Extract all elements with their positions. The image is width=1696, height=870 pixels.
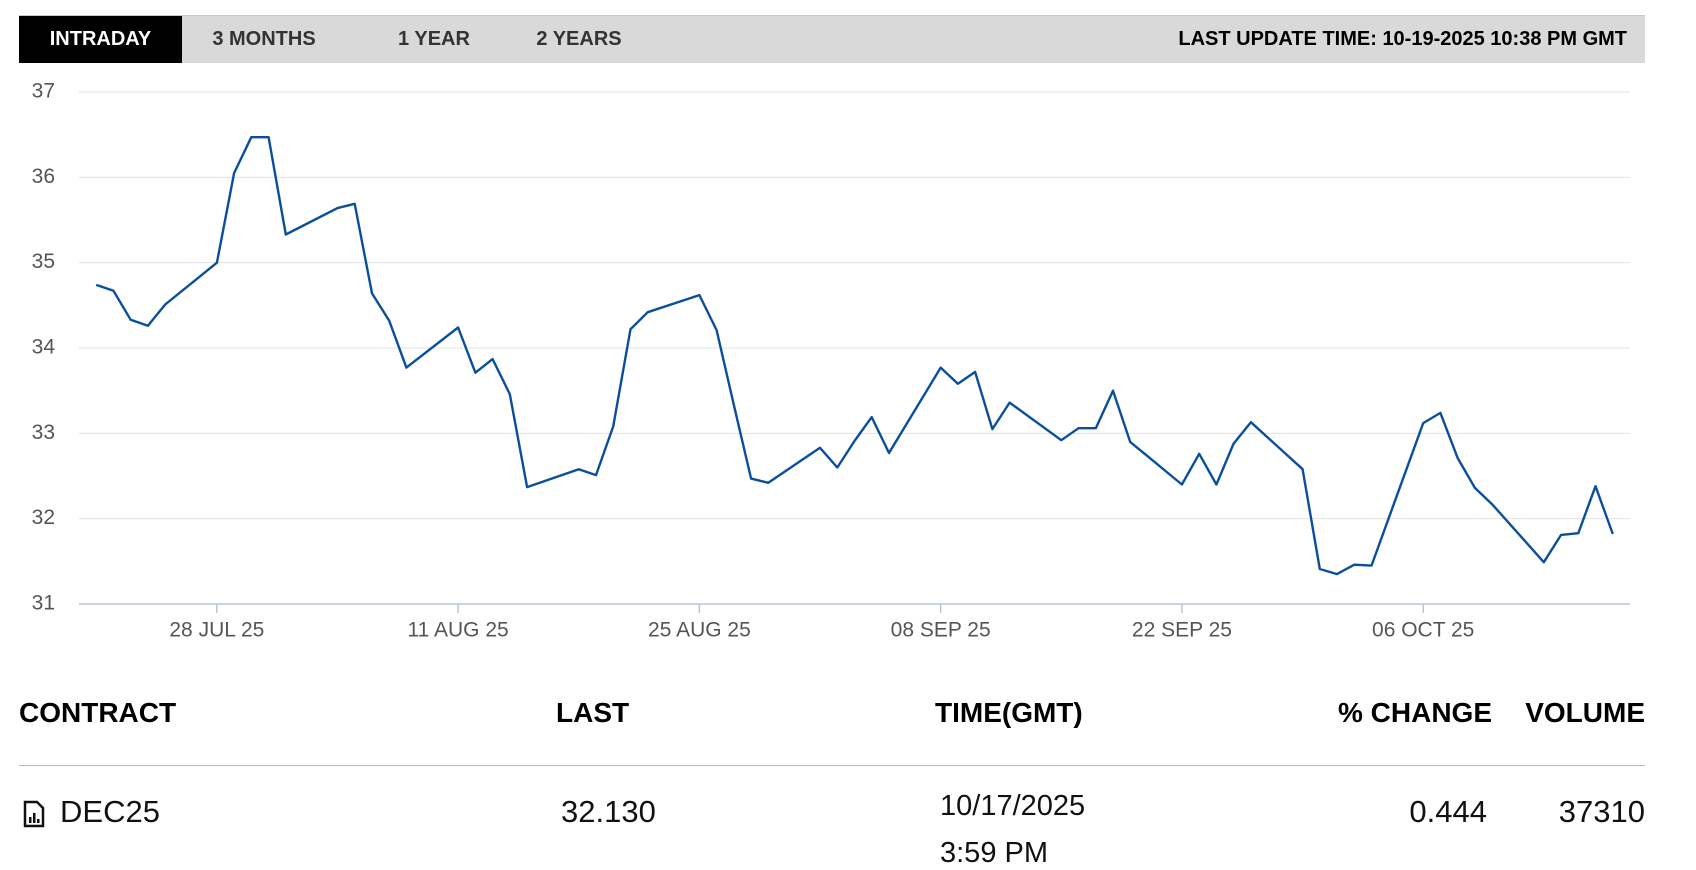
time-clock: 3:59 PM bbox=[940, 837, 1048, 869]
tab[interactable]: INTRADAY bbox=[19, 16, 182, 63]
y-tick-label: 32 bbox=[32, 506, 55, 529]
y-tick-label: 33 bbox=[32, 421, 55, 444]
column-header: TIME(GMT) bbox=[935, 697, 1083, 728]
tab[interactable]: 3 MONTHS bbox=[212, 28, 316, 50]
tab[interactable]: 1 YEAR bbox=[398, 28, 470, 50]
column-header: % CHANGE bbox=[1337, 697, 1492, 728]
y-tick-label: 31 bbox=[32, 592, 55, 615]
last-update: LAST UPDATE TIME: 10-19-2025 10:38 PM GM… bbox=[1178, 28, 1627, 50]
price-line bbox=[95, 136, 1614, 576]
x-tick-label: 25 AUG 25 bbox=[648, 619, 751, 642]
contract[interactable]: DEC25 bbox=[60, 794, 160, 829]
column-header: VOLUME bbox=[1525, 697, 1645, 728]
x-tick-label: 11 AUG 25 bbox=[408, 619, 509, 642]
x-tick-label: 06 OCT 25 bbox=[1372, 619, 1474, 642]
column-header: CONTRACT bbox=[19, 697, 177, 728]
x-tick-label: 28 JUL 25 bbox=[169, 619, 264, 642]
x-tick-label: 08 SEP 25 bbox=[891, 619, 991, 642]
column-header: LAST bbox=[556, 697, 630, 728]
volume: 37310 bbox=[1558, 794, 1645, 829]
time-date: 10/17/2025 bbox=[940, 790, 1086, 822]
y-tick-label: 35 bbox=[32, 250, 55, 273]
divider bbox=[19, 765, 1645, 766]
percent-change: 0.444 bbox=[1409, 794, 1487, 829]
y-tick-label: 37 bbox=[32, 80, 55, 103]
chart: 31 32 33 34 35 36 37 28 JUL 25 11 AUG 25 25 AUG 2… bbox=[32, 80, 1630, 642]
tab[interactable]: 2 YEARS bbox=[536, 28, 622, 50]
x-tick-label: 22 SEP 25 bbox=[1132, 619, 1232, 642]
last-price: 32.130 bbox=[561, 794, 656, 829]
file-icon[interactable] bbox=[22, 800, 46, 828]
y-tick-label: 36 bbox=[32, 165, 55, 188]
y-tick-label: 34 bbox=[32, 336, 56, 359]
range-bar: INTRADAY 3 MONTHS 1 YEAR 2 YEARS LAST UP… bbox=[19, 15, 1645, 63]
